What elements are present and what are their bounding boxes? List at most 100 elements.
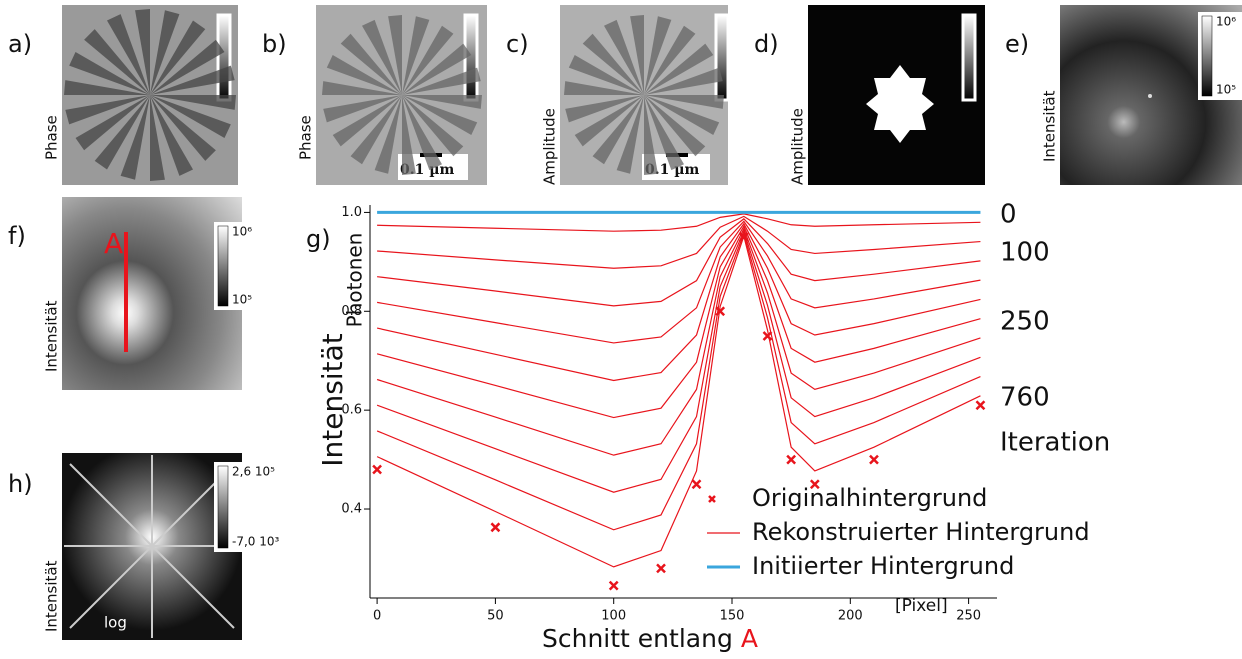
colorbar-label: 2,6 10⁵ xyxy=(232,465,275,479)
iteration-label: 100 xyxy=(1000,238,1050,268)
spoke xyxy=(616,95,644,174)
image-h-rays xyxy=(64,455,240,638)
marker xyxy=(608,580,619,591)
side-label: Amplitude xyxy=(541,108,559,185)
colorbar-label: 10⁵ xyxy=(232,293,252,307)
x-unit: [Pixel] xyxy=(895,596,948,616)
side-label: Phase xyxy=(43,115,61,160)
legend-label: Rekonstruierter Hintergrund xyxy=(752,518,1090,546)
spoke xyxy=(402,25,454,95)
spoke xyxy=(120,95,150,180)
spoke xyxy=(332,95,402,147)
y-tick-label: 0.8 xyxy=(341,304,362,319)
marker xyxy=(975,400,986,411)
spoke xyxy=(565,95,644,123)
panel-label: c) xyxy=(506,30,529,58)
legend-label: Initiierter Hintergrund xyxy=(752,552,1014,580)
marker xyxy=(372,464,382,475)
x-tick-label: 0 xyxy=(373,609,381,624)
spoke xyxy=(75,95,150,151)
iteration-label: 0 xyxy=(1000,200,1017,230)
x-tick-label: 50 xyxy=(487,609,504,624)
marker xyxy=(809,479,820,490)
colorbar xyxy=(216,13,232,102)
spoke xyxy=(644,95,724,109)
panel-label: d) xyxy=(754,30,779,58)
marker xyxy=(869,454,879,465)
series-line xyxy=(376,220,981,344)
spoke xyxy=(402,95,482,109)
marker xyxy=(656,563,666,574)
spoke xyxy=(65,95,150,125)
spoke xyxy=(574,95,644,147)
cut-marker: A xyxy=(104,227,123,260)
marker xyxy=(762,331,773,341)
side-label: Amplitude xyxy=(789,108,807,185)
spoke xyxy=(64,80,150,95)
marker xyxy=(786,454,797,465)
spoke xyxy=(644,67,723,95)
series-line xyxy=(376,229,981,493)
panel-label: f) xyxy=(8,222,26,250)
spoke xyxy=(84,29,150,95)
spoke xyxy=(402,43,472,95)
y-tick-label: 0.6 xyxy=(341,403,362,418)
panel-label: g) xyxy=(306,225,331,253)
marker xyxy=(490,522,501,533)
spoke xyxy=(135,9,150,95)
series-line xyxy=(376,222,981,382)
spoke xyxy=(150,10,180,95)
series-line xyxy=(376,224,981,419)
colorbar-label: 10⁵ xyxy=(1216,83,1236,97)
colorbar xyxy=(961,13,977,102)
x-tick-label: 200 xyxy=(838,609,863,624)
spoke xyxy=(323,95,402,123)
spoke xyxy=(150,95,193,176)
spoke xyxy=(150,95,216,161)
y-tick-label: 0.4 xyxy=(341,502,362,517)
side-label: Intensität xyxy=(43,300,61,372)
note: log xyxy=(104,614,127,632)
x-tick-label: 250 xyxy=(956,609,981,624)
spoke xyxy=(564,81,644,95)
colorbar xyxy=(714,13,730,102)
spoke xyxy=(604,19,644,95)
spoke xyxy=(644,16,672,96)
spoke xyxy=(402,16,430,96)
spoke xyxy=(388,15,402,95)
panel-label: b) xyxy=(262,30,287,58)
side-label: Intensität xyxy=(43,560,61,632)
spoke xyxy=(150,95,236,110)
spoke xyxy=(150,95,231,138)
series-line xyxy=(377,215,981,269)
spoke xyxy=(69,52,150,95)
panel-label: a) xyxy=(8,30,32,58)
spoke xyxy=(107,14,150,96)
image-d-star xyxy=(866,65,934,143)
iteration-label: 760 xyxy=(1000,383,1050,413)
spoke xyxy=(582,33,644,95)
colorbar-label: 10⁶ xyxy=(232,225,252,239)
spoke xyxy=(568,55,644,95)
spoke xyxy=(340,33,402,95)
iteration-label: 250 xyxy=(1000,307,1050,337)
spoke xyxy=(362,19,402,95)
series-line xyxy=(376,234,981,568)
side-label: Intensität xyxy=(1041,90,1059,162)
spoke xyxy=(402,67,481,95)
spoke xyxy=(644,43,714,95)
colorbar-label: 10⁶ xyxy=(1216,15,1236,29)
panel-label: e) xyxy=(1005,30,1029,58)
spoke xyxy=(322,81,402,95)
spoke xyxy=(350,95,402,165)
spoke xyxy=(326,55,402,95)
spoke xyxy=(644,95,658,175)
spoke xyxy=(402,95,416,175)
spoke xyxy=(150,39,225,95)
spoke xyxy=(644,25,696,95)
spoke xyxy=(374,95,402,174)
iteration-title: Iteration xyxy=(1000,428,1110,458)
colorbar xyxy=(217,225,229,307)
series-line xyxy=(376,231,981,531)
